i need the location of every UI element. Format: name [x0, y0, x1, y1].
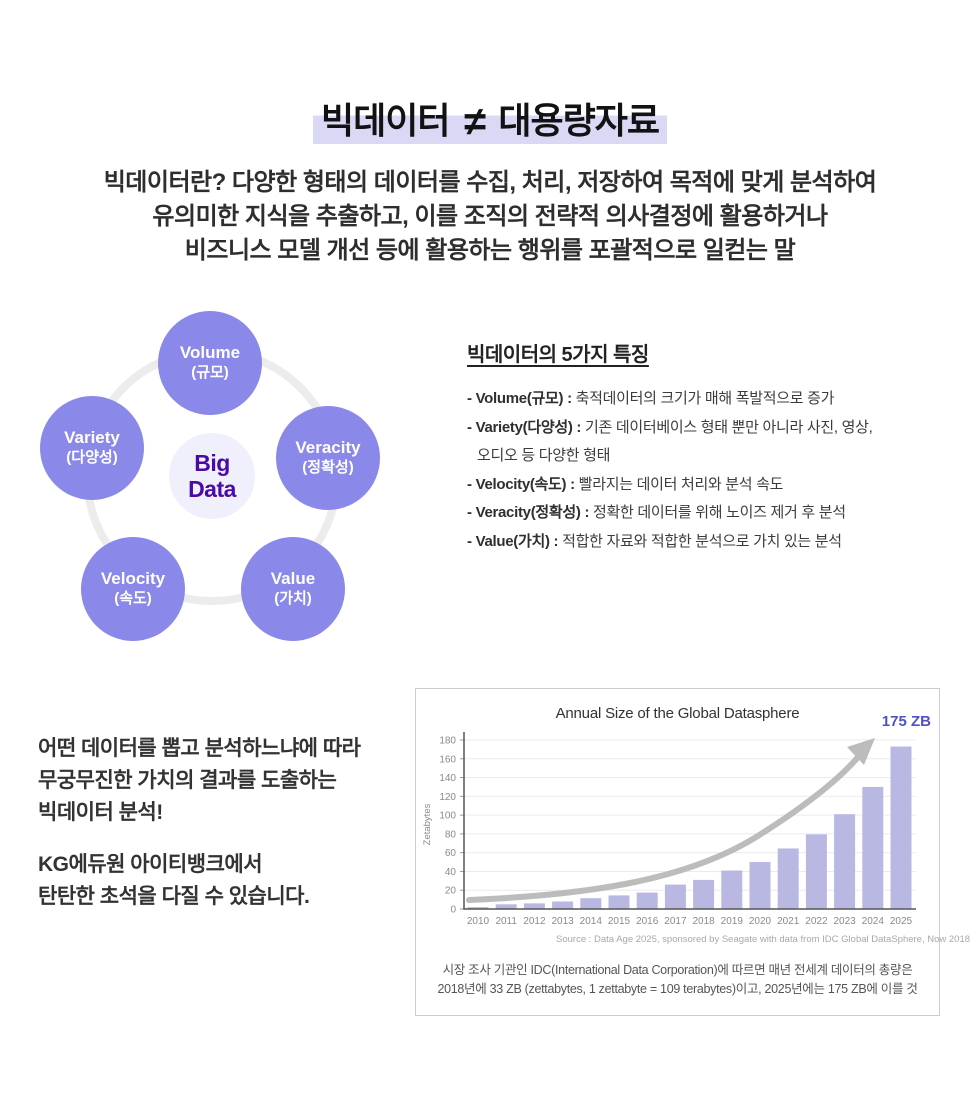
feature-veracity-label: - Veracity(정확성) : — [467, 504, 590, 521]
svg-text:2023: 2023 — [833, 916, 856, 927]
svg-text:2010: 2010 — [467, 916, 490, 927]
feature-volume-label: - Volume(규모) : — [467, 390, 572, 407]
list-item: - Veracity(정확성) : 정확한 데이터를 위해 노이즈 제거 후 분… — [467, 499, 959, 528]
feature-volume-text: 축적데이터의 크기가 매해 폭발적으로 증가 — [575, 390, 835, 407]
svg-text:2015: 2015 — [608, 916, 631, 927]
promo-paragraph-2: KG에듀원 아이티뱅크에서 탄탄한 초석을 다질 수 있습니다. — [38, 853, 310, 908]
svg-text:2017: 2017 — [664, 916, 687, 927]
svg-text:80: 80 — [445, 829, 457, 840]
list-item: - Volume(규모) : 축적데이터의 크기가 매해 폭발적으로 증가 — [467, 385, 959, 414]
circle-variety-label: Variety — [64, 428, 120, 447]
svg-text:100: 100 — [439, 811, 456, 822]
feature-value-text: 적합한 자료와 적합한 분석으로 가치 있는 분석 — [562, 532, 842, 550]
list-item: - Value(가치) : 적합한 자료와 적합한 분석으로 가치 있는 분석 — [467, 528, 959, 557]
datasphere-chart-panel: Annual Size of the Global Datasphere 0 20… — [415, 688, 971, 1016]
circle-velocity: Velocity (속도) — [81, 537, 185, 641]
svg-text:20: 20 — [445, 886, 457, 897]
svg-text:2014: 2014 — [580, 916, 603, 927]
circle-volume-korean: (규모) — [191, 364, 229, 381]
title-right-text: 대용량자료 — [498, 100, 660, 141]
center-big-data-circle: Big Data — [169, 433, 255, 519]
circle-veracity: Veracity (정확성) — [276, 406, 380, 510]
svg-text:2022: 2022 — [805, 916, 828, 927]
circle-veracity-label: Veracity — [295, 438, 361, 457]
circle-value-label: Value — [270, 569, 316, 588]
circle-volume: Volume (규모) — [158, 311, 262, 415]
circle-volume-label: Volume — [179, 343, 241, 362]
svg-text:160: 160 — [439, 754, 456, 765]
title-highlighted-line: 빅데이터 ≠ 대용량자료 — [312, 92, 668, 144]
chart-source-line: Source : Data Age 2025, sponsored by Sea… — [556, 934, 971, 945]
svg-text:2020: 2020 — [749, 916, 772, 927]
circle-value: Value (가치) — [241, 537, 345, 641]
intro-paragraph: 빅데이터란? 다양한 형태의 데이터를 수집, 처리, 저장하여 목적에 맞게 … — [103, 169, 877, 264]
svg-text:2021: 2021 — [777, 916, 800, 927]
svg-text:2025: 2025 — [890, 916, 913, 927]
features-list: - Volume(규모) : 축적데이터의 크기가 매해 폭발적으로 증가 - … — [467, 385, 959, 556]
svg-text:2011: 2011 — [495, 916, 517, 927]
not-equal-symbol: ≠ — [463, 100, 485, 144]
svg-text:60: 60 — [445, 848, 457, 859]
svg-text:180: 180 — [439, 736, 456, 747]
feature-veracity-text: 정확한 데이터를 위해 노이즈 제거 후 분석 — [593, 504, 846, 521]
svg-text:0: 0 — [450, 905, 456, 916]
feature-variety-text: 기존 데이터베이스 형태 뿐만 아니라 사진, 영상, 오디오 등 다양한 형태 — [477, 418, 873, 465]
circle-veracity-korean: (정확성) — [302, 459, 354, 476]
list-item: - Velocity(속도) : 빨라지는 데이터 처리와 분석 속도 — [467, 471, 959, 500]
chart-caption: 시장 조사 기관인 IDC(International Data Corpora… — [437, 963, 918, 996]
chart-title: Annual Size of the Global Datasphere — [555, 705, 800, 722]
center-line1: Big — [194, 450, 230, 476]
center-line2: Data — [188, 476, 236, 502]
svg-text:2024: 2024 — [862, 916, 885, 927]
svg-text:140: 140 — [439, 773, 456, 784]
svg-text:2019: 2019 — [721, 916, 744, 927]
circle-value-korean: (가치) — [274, 590, 312, 607]
svg-text:120: 120 — [439, 792, 456, 803]
features-heading: 빅데이터의 5가지 특징 — [467, 344, 649, 366]
feature-value-label: - Value(가치) : — [467, 532, 559, 550]
title-left-text: 빅데이터 — [320, 100, 450, 141]
list-item: - Variety(다양성) : 기존 데이터베이스 형태 뿐만 아니라 사진,… — [467, 414, 959, 471]
page-title: 빅데이터 ≠ 대용량자료 — [0, 92, 980, 144]
svg-text:2013: 2013 — [551, 916, 574, 927]
promo-text-block: 어떤 데이터를 뽑고 분석하느냐에 따라 무궁무진한 가치의 결과를 도출하는 … — [38, 733, 418, 913]
circle-velocity-label: Velocity — [100, 569, 166, 588]
circle-variety: Variety (다양성) — [40, 396, 144, 500]
feature-variety-label: - Variety(다양성) : — [467, 418, 582, 436]
promo-paragraph-1: 어떤 데이터를 뽑고 분석하느냐에 따라 무궁무진한 가치의 결과를 도출하는 … — [38, 737, 361, 824]
chart-annotation-175zb: 175 ZB — [881, 713, 931, 730]
circle-variety-korean: (다양성) — [66, 449, 118, 466]
svg-text:2018: 2018 — [692, 916, 715, 927]
circle-velocity-korean: (속도) — [114, 590, 152, 607]
svg-text:Zetabytes: Zetabytes — [422, 803, 433, 845]
svg-text:40: 40 — [445, 867, 457, 878]
bar-chart: 0 20 40 60 80 100 120 140 160 180 2010 2011 2012 2013… — [422, 732, 916, 927]
features-section: 빅데이터의 5가지 특징 - Volume(규모) : 축적데이터의 크기가 매… — [467, 338, 959, 556]
feature-velocity-text: 빨라지는 데이터 처리와 분석 속도 — [578, 475, 784, 493]
feature-velocity-label: - Velocity(속도) : — [467, 475, 575, 493]
svg-text:2016: 2016 — [636, 916, 659, 927]
svg-text:2012: 2012 — [523, 916, 546, 927]
